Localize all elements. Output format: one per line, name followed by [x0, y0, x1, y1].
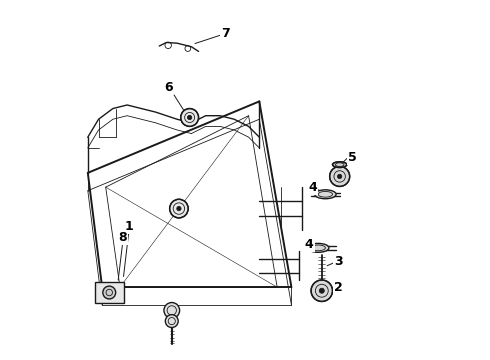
Text: 2: 2 [334, 281, 343, 294]
Circle shape [181, 109, 198, 126]
Text: 6: 6 [164, 81, 172, 94]
Bar [95, 282, 123, 303]
Text: 7: 7 [221, 27, 230, 40]
Text: 5: 5 [348, 151, 357, 165]
Circle shape [165, 315, 178, 328]
Circle shape [170, 199, 188, 218]
Circle shape [177, 206, 181, 211]
Ellipse shape [315, 190, 336, 199]
Text: 1: 1 [124, 220, 133, 233]
Ellipse shape [333, 162, 347, 167]
Ellipse shape [308, 243, 329, 252]
Circle shape [330, 166, 350, 186]
Circle shape [319, 288, 324, 293]
Text: 8: 8 [119, 231, 127, 244]
Text: 4: 4 [309, 181, 317, 194]
Circle shape [311, 280, 333, 301]
Text: 4: 4 [305, 238, 314, 251]
Circle shape [164, 302, 180, 318]
Text: 3: 3 [334, 255, 343, 268]
Circle shape [188, 115, 192, 120]
Circle shape [103, 286, 116, 299]
Circle shape [338, 174, 342, 179]
